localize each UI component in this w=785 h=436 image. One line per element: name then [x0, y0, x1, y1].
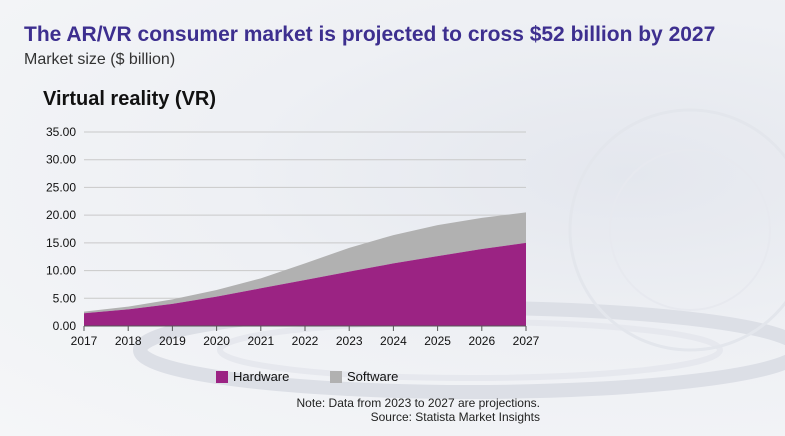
- page-title: The AR/VR consumer market is projected t…: [24, 23, 716, 46]
- chart-notes: Note: Data from 2023 to 2027 are project…: [297, 396, 540, 424]
- y-tick-label: 5.00: [53, 291, 77, 305]
- legend-label-software: Software: [347, 369, 399, 384]
- area-series-hardware: [84, 242, 526, 326]
- legend-item-hardware: Hardware: [216, 369, 289, 384]
- x-tick-label: 2027: [513, 334, 540, 348]
- x-tick-label: 2026: [468, 334, 495, 348]
- y-tick-label: 30.00: [46, 153, 76, 167]
- legend-item-software: Software: [330, 369, 398, 384]
- y-tick-label: 10.00: [46, 264, 76, 278]
- y-tick-label: 15.00: [46, 236, 76, 250]
- y-tick-label: 35.00: [46, 125, 76, 139]
- area-series-software: [84, 212, 526, 314]
- projection-note: Note: Data from 2023 to 2027 are project…: [296, 396, 540, 410]
- y-tick-label: 0.00: [53, 319, 77, 333]
- x-tick-label: 2022: [292, 334, 319, 348]
- x-tick-label: 2021: [247, 334, 274, 348]
- legend-label-hardware: Hardware: [233, 369, 290, 384]
- x-tick-label: 2020: [203, 334, 230, 348]
- legend-swatch-hardware: [216, 370, 228, 383]
- x-tick-label: 2025: [424, 334, 451, 348]
- x-tick-label: 2024: [380, 334, 407, 348]
- y-tick-label: 25.00: [46, 180, 76, 194]
- source-note: Source: Statista Market Insights: [370, 410, 540, 424]
- legend-swatch-software: [330, 370, 342, 383]
- x-tick-label: 2019: [159, 334, 186, 348]
- x-tick-label: 2023: [336, 334, 363, 348]
- chart-title: Virtual reality (VR): [43, 88, 217, 110]
- y-tick-label: 20.00: [46, 208, 76, 222]
- x-tick-label: 2017: [71, 334, 98, 348]
- page-subtitle: Market size ($ billion): [24, 51, 176, 68]
- x-tick-label: 2018: [115, 334, 142, 348]
